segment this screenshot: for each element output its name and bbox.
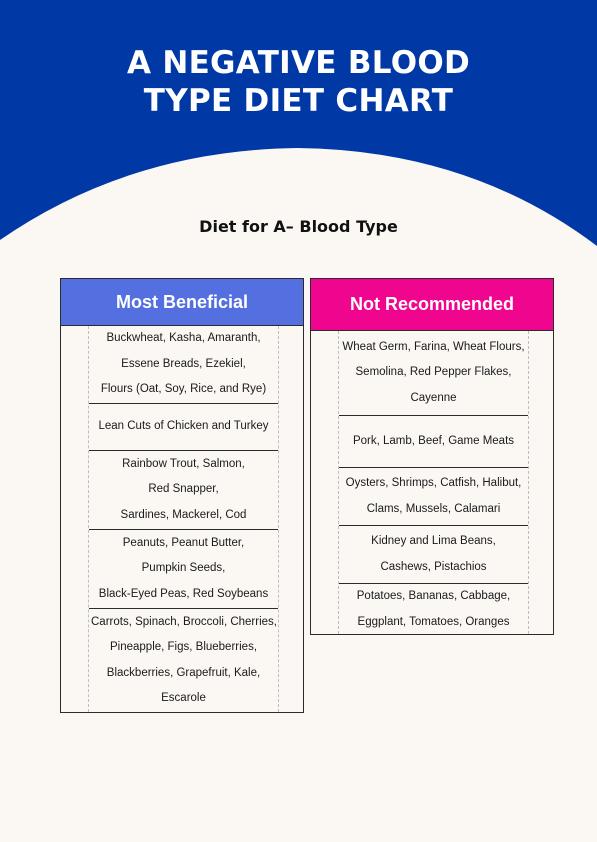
not-recommended-row-text: Wheat Germ, Farina, Wheat Flours, <box>342 340 525 353</box>
not-recommended-row: Kidney and Lima Beans, Cashews, Pistachio… <box>339 526 528 584</box>
beneficial-row: Carrots, Spinach, Broccoli, Cherries, Pin… <box>89 609 278 712</box>
page-title-line-1: A NEGATIVE BLOOD <box>126 45 471 81</box>
beneficial-row-text: Peanuts, Peanut Butter, <box>122 536 245 549</box>
not-recommended-row-text: Cayenne <box>410 391 457 404</box>
beneficial-row-text: Essene Breads, Ezekiel, <box>121 357 246 370</box>
beneficial-row-text: Pineapple, Figs, Blueberries, <box>109 641 258 653</box>
most-beneficial-panel: Most Beneficial Buckwheat, Kasha, Amaran… <box>60 278 304 713</box>
not-recommended-row-text: Eggplant, Tomatoes, Oranges <box>357 615 510 628</box>
not-recommended-panel: Not Recommended Wheat Germ, Farina, Whea… <box>310 278 554 635</box>
beneficial-row-text: Sardines, Mackerel, Cod <box>120 508 247 521</box>
beneficial-row-text: Flours (Oat, Soy, Rice, and Rye) <box>100 383 267 396</box>
beneficial-row-text: Red Snapper, <box>148 483 219 496</box>
page-title: A NEGATIVE BLOOD TYPE DIET CHART <box>0 44 597 120</box>
beneficial-row-text: Rainbow Trout, Salmon, <box>122 457 245 470</box>
not-recommended-row: Oysters, Shrimps, Catfish, Halibut, Clams… <box>339 468 528 526</box>
not-recommended-row-text: Pork, Lamb, Beef, Game Meats <box>352 434 515 447</box>
beneficial-row: Lean Cuts of Chicken and Turkey <box>89 404 278 451</box>
beneficial-row-text: Escarole <box>161 692 206 704</box>
beneficial-row: Buckwheat, Kasha, Amaranth, Essene Breads… <box>89 326 278 404</box>
beneficial-row-text: Buckwheat, Kasha, Amaranth, <box>106 332 261 345</box>
not-recommended-list: Wheat Germ, Farina, Wheat Flours, Semolin… <box>338 331 529 634</box>
not-recommended-heading: Not Recommended <box>311 279 553 331</box>
most-beneficial-heading: Most Beneficial <box>61 279 303 326</box>
not-recommended-row: Wheat Germ, Farina, Wheat Flours, Semolin… <box>339 331 528 416</box>
not-recommended-row-text: Kidney and Lima Beans, <box>371 535 496 547</box>
beneficial-row-text: Black-Eyed Peas, Red Soybeans <box>98 587 269 600</box>
most-beneficial-list: Buckwheat, Kasha, Amaranth, Essene Breads… <box>88 326 279 712</box>
beneficial-row: Peanuts, Peanut Butter, Pumpkin Seeds, Bla… <box>89 530 278 609</box>
page-title-line-2: TYPE DIET CHART <box>143 83 454 119</box>
beneficial-row-text: Carrots, Spinach, Broccoli, Cherries, <box>91 615 277 628</box>
not-recommended-row-text: Potatoes, Bananas, Cabbage, <box>356 590 511 602</box>
not-recommended-row-text: Cashews, Pistachios <box>380 560 487 573</box>
header-banner <box>0 0 597 250</box>
not-recommended-row: Pork, Lamb, Beef, Game Meats <box>339 416 528 468</box>
beneficial-row-text: Pumpkin Seeds, <box>141 562 226 575</box>
beneficial-row: Rainbow Trout, Salmon, Red Snapper, Sardin… <box>89 451 278 530</box>
not-recommended-row-text: Semolina, Red Pepper Flakes, <box>355 366 512 379</box>
beneficial-row-text: Blackberries, Grapefruit, Kale, <box>106 666 261 679</box>
not-recommended-row-text: Oysters, Shrimps, Catfish, Halibut, <box>345 477 522 489</box>
beneficial-row-text: Lean Cuts of Chicken and Turkey <box>98 420 269 433</box>
not-recommended-row-text: Clams, Mussels, Calamari <box>366 502 501 515</box>
header-wave-shape <box>0 0 597 246</box>
section-subtitle: Diet for A– Blood Type <box>199 217 398 236</box>
not-recommended-row: Potatoes, Bananas, Cabbage, Eggplant, Tom… <box>339 584 528 635</box>
